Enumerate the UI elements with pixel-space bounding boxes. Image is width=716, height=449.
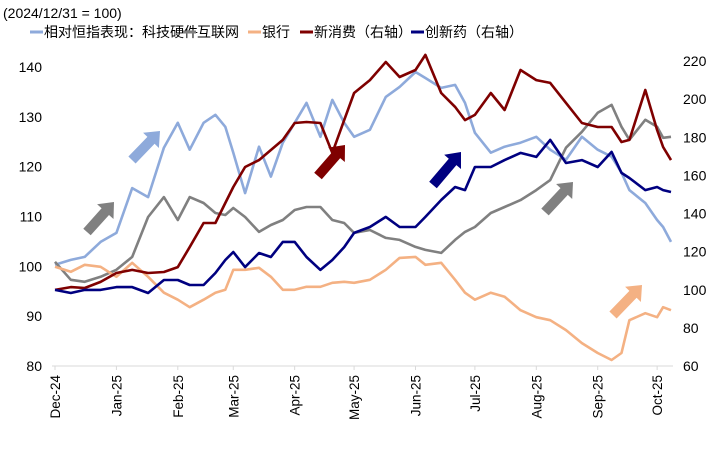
- legend-label: 相对恒指表现：科技硬件: [44, 24, 198, 40]
- left-tick-label: 130: [19, 109, 43, 125]
- legend-label: 互联网: [197, 24, 239, 40]
- trend-arrow-icon: [609, 285, 642, 319]
- left-tick-label: 120: [19, 159, 43, 175]
- legend-label: 新消费（右轴）: [314, 24, 412, 40]
- axes: 80 90 100 110 120 130 140 60 80 100 120 140 160 180 20…: [19, 53, 707, 420]
- trend-arrow-icon: [541, 182, 573, 216]
- series-line-2: [54, 255, 672, 362]
- x-tick-label: May-25: [347, 375, 362, 420]
- series-line-4: [54, 138, 672, 295]
- right-tick-label: 120: [683, 244, 707, 260]
- x-tick-label: Aug-25: [529, 375, 544, 419]
- trend-arrows: [83, 131, 642, 319]
- right-tick-label: 100: [683, 282, 707, 298]
- right-tick-label: 220: [683, 53, 707, 69]
- left-tick-label: 110: [20, 209, 43, 225]
- left-tick-label: 100: [19, 258, 43, 274]
- right-tick-label: 80: [683, 320, 699, 336]
- right-tick-label: 200: [683, 91, 707, 107]
- x-tick-label: Jul-25: [468, 375, 483, 412]
- left-tick-label: 90: [26, 308, 42, 324]
- x-tick-label: Jan-25: [109, 375, 124, 416]
- trend-arrow-icon: [83, 202, 114, 236]
- x-tick-label: Oct-25: [650, 375, 665, 416]
- x-tick-label: Sep-25: [591, 375, 606, 419]
- left-tick-label: 140: [19, 59, 43, 75]
- trend-arrow-icon: [429, 152, 461, 189]
- x-tick-label: Jun-25: [408, 375, 423, 416]
- right-tick-label: 140: [683, 206, 707, 222]
- x-tick-label: Feb-25: [171, 375, 186, 418]
- legend-label: 银行: [262, 24, 290, 40]
- series-line-1: [54, 103, 672, 284]
- series-line-3: [54, 53, 673, 292]
- legend: 相对恒指表现：科技硬件 互联网 银行 新消费（右轴） 创新药（右轴）: [30, 24, 523, 40]
- chart-subtitle: (2024/12/31 = 100): [3, 5, 122, 21]
- x-tick-label: Dec-24: [48, 375, 63, 419]
- trend-arrow-icon: [314, 145, 345, 180]
- x-tick-label: Apr-25: [288, 375, 303, 416]
- series-lines: [54, 53, 673, 362]
- x-tick-label: Mar-25: [226, 375, 241, 418]
- legend-label: 创新药（右轴）: [425, 24, 523, 40]
- right-tick-label: 180: [683, 129, 707, 145]
- trend-arrow-icon: [128, 131, 160, 164]
- left-tick-label: 80: [26, 358, 42, 374]
- series-line-0: [54, 70, 673, 267]
- right-tick-label: 60: [683, 358, 699, 374]
- right-tick-label: 160: [683, 167, 707, 183]
